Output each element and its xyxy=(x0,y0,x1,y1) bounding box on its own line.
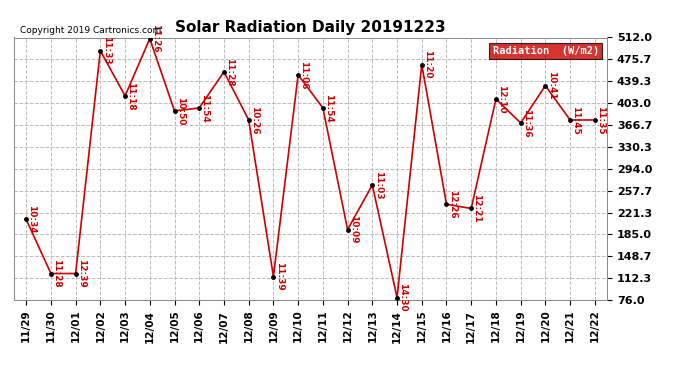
Legend: Radiation  (W/m2): Radiation (W/m2) xyxy=(489,43,602,59)
Text: Copyright 2019 Cartronics.com: Copyright 2019 Cartronics.com xyxy=(20,26,161,35)
Text: 12:21: 12:21 xyxy=(473,194,482,223)
Text: 11:54: 11:54 xyxy=(201,94,210,122)
Text: 12:26: 12:26 xyxy=(448,190,457,219)
Text: 11:26: 11:26 xyxy=(151,24,160,53)
Text: 14:30: 14:30 xyxy=(398,283,407,312)
Text: 11:20: 11:20 xyxy=(423,50,432,79)
Text: 11:33: 11:33 xyxy=(101,36,110,65)
Text: 11:36: 11:36 xyxy=(522,109,531,137)
Text: 11:28: 11:28 xyxy=(52,259,61,288)
Text: 10:34: 10:34 xyxy=(28,205,37,234)
Text: 12:39: 12:39 xyxy=(77,259,86,288)
Text: 10:41: 10:41 xyxy=(546,71,555,100)
Text: 11:39: 11:39 xyxy=(275,262,284,291)
Text: 11:35: 11:35 xyxy=(596,106,605,134)
Text: 11:03: 11:03 xyxy=(373,171,382,199)
Text: 11:18: 11:18 xyxy=(126,82,135,110)
Text: 11:06: 11:06 xyxy=(299,61,308,89)
Text: 11:54: 11:54 xyxy=(324,94,333,122)
Text: 12:10: 12:10 xyxy=(497,85,506,113)
Text: 10:26: 10:26 xyxy=(250,106,259,134)
Text: 10:50: 10:50 xyxy=(176,97,185,125)
Text: 11:28: 11:28 xyxy=(225,57,234,86)
Text: 11:45: 11:45 xyxy=(571,106,580,134)
Title: Solar Radiation Daily 20191223: Solar Radiation Daily 20191223 xyxy=(175,20,446,35)
Text: 10:09: 10:09 xyxy=(349,215,358,244)
